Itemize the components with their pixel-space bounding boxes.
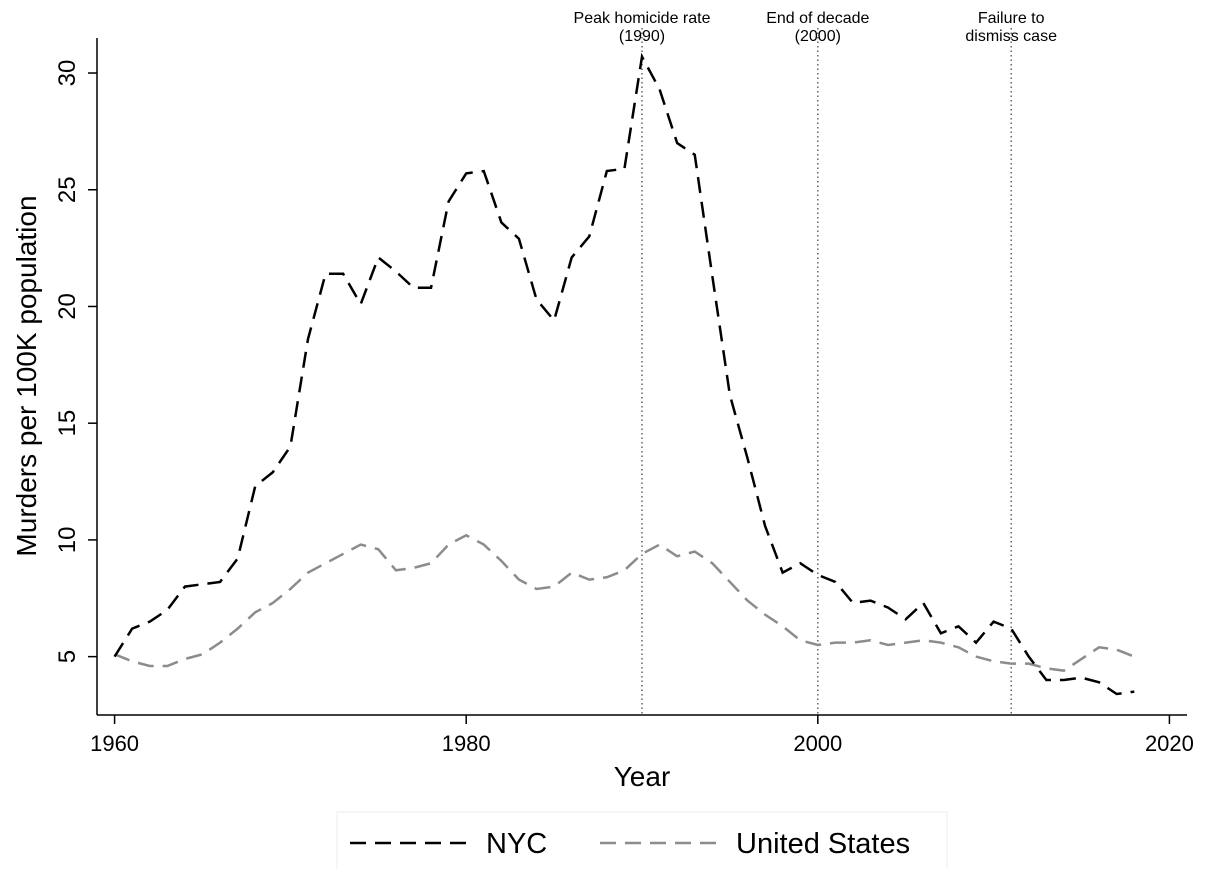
x-tick-label: 1980 bbox=[442, 731, 491, 756]
x-tick-label: 1960 bbox=[90, 731, 139, 756]
x-tick-label: 2000 bbox=[793, 731, 842, 756]
y-tick-label: 25 bbox=[54, 176, 81, 203]
y-axis-label: Murders per 100K population bbox=[11, 195, 42, 556]
y-tick-label: 5 bbox=[54, 650, 81, 663]
x-tick-label: 2020 bbox=[1145, 731, 1194, 756]
y-tick-label: 10 bbox=[54, 527, 81, 554]
legend-label: NYC bbox=[486, 828, 547, 860]
line bbox=[114, 533, 1135, 672]
y-tick-label: 20 bbox=[54, 293, 81, 320]
annotation-label: (2000) bbox=[795, 28, 841, 45]
y-tick-label: 30 bbox=[54, 60, 81, 87]
y-tick-label: 15 bbox=[54, 410, 81, 437]
annotation-label: End of decade bbox=[766, 10, 869, 27]
annotation-label: Failure to bbox=[978, 10, 1045, 27]
annotation-label: dismiss case bbox=[965, 28, 1057, 45]
legend-label: United States bbox=[736, 828, 910, 860]
x-axis-label: Year bbox=[614, 761, 671, 792]
line bbox=[113, 52, 1135, 696]
annotation-label: Peak homicide rate bbox=[574, 10, 711, 27]
legend-box bbox=[336, 811, 948, 869]
annotation-label: (1990) bbox=[619, 28, 665, 45]
